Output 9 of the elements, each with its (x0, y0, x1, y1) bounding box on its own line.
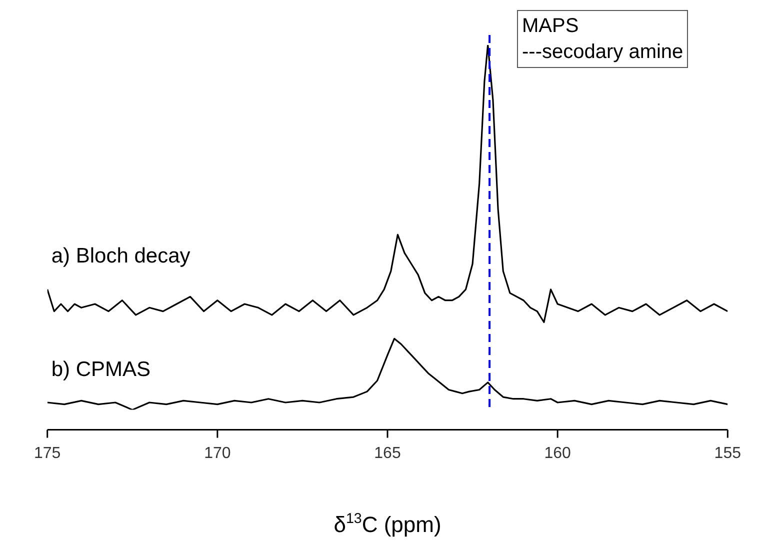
annotation: ---secodary amine (522, 40, 684, 65)
x-tick-label: 170 (204, 444, 231, 462)
x-tick-label: 165 (374, 444, 401, 462)
series-label: b) CPMAS (51, 358, 151, 381)
text: MAPS (522, 14, 580, 39)
x-tick-label: 160 (544, 444, 572, 462)
series-label: a) Bloch decay (51, 244, 191, 268)
x-tick-label: 175 (34, 444, 61, 462)
x-tick-label: 155 (714, 444, 742, 462)
